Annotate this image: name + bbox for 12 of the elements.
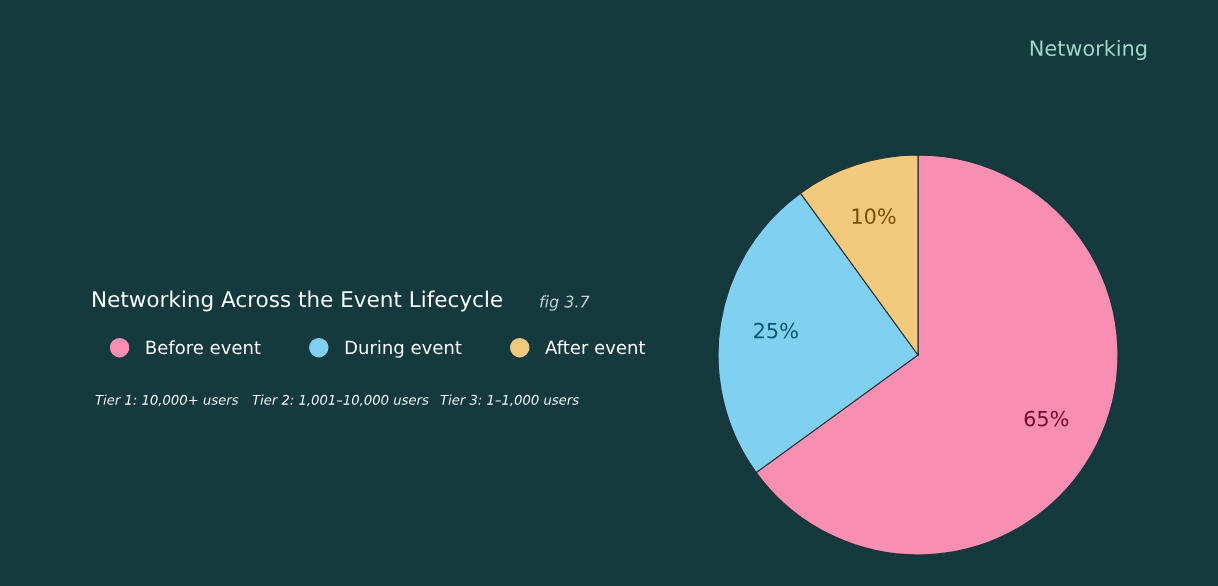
data-label: 65% [1024, 410, 1069, 427]
data-label: 25% [754, 322, 798, 339]
data-label: 10% [852, 208, 896, 225]
text: Tier 1: 10,000+ users [95, 394, 239, 407]
legend-label: During event [345, 340, 462, 358]
text: Tier 2: 1,001–10,000 users [252, 394, 429, 407]
legend-label: Before event [146, 340, 261, 355]
text: Networking Across the Event Lifecycle [93, 290, 502, 312]
text: Tier 3: 1–1,000 users [440, 394, 579, 407]
legend-label: After event [545, 340, 646, 355]
text: Networking [1030, 39, 1147, 61]
text: fig 3.7 [540, 295, 590, 311]
